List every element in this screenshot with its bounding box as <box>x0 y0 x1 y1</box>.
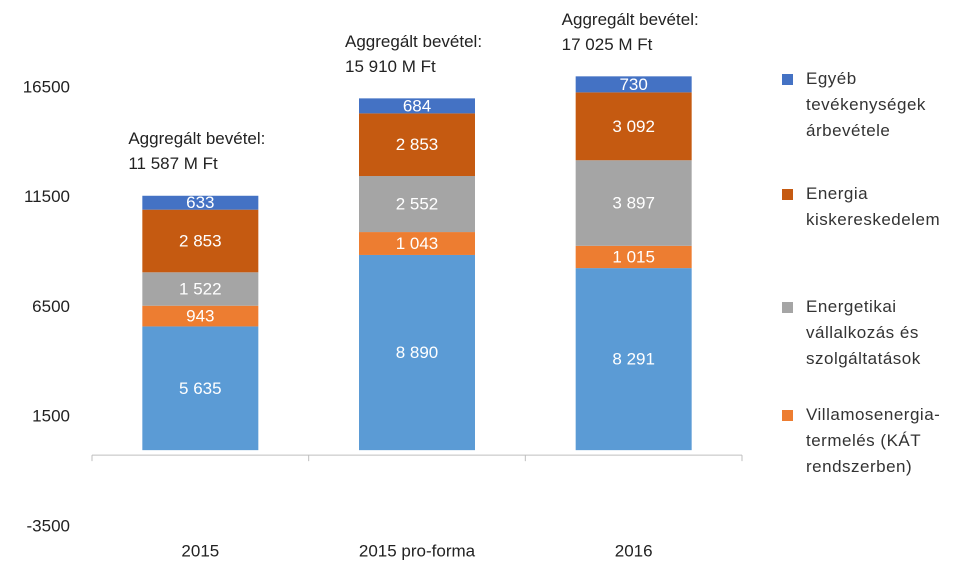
y-tick-label: 6500 <box>32 297 70 316</box>
value-label: 2 853 <box>396 135 439 154</box>
value-label: 1 015 <box>612 247 655 266</box>
bar-segment <box>142 195 259 210</box>
legend-swatch <box>782 189 793 200</box>
annotation-total: 15 910 M Ft <box>345 57 436 76</box>
value-label: 8 890 <box>396 343 439 362</box>
bar-segment <box>359 232 475 255</box>
bar-segment <box>575 76 692 93</box>
legend-item: Energetikai vállalkozás és szolgáltatáso… <box>782 294 971 372</box>
bar-segment <box>359 98 475 114</box>
value-label: 943 <box>186 307 214 326</box>
bar-segment <box>575 268 692 451</box>
bar-segment <box>142 272 259 306</box>
x-tick-label: 2015 pro-forma <box>359 541 476 560</box>
annotation-label: Aggregált bevétel: <box>562 10 699 29</box>
value-label: 3 897 <box>612 194 655 213</box>
legend-item: Egyéb tevékenységek árbevétele <box>782 66 971 144</box>
legend-label: Egyéb tevékenységek árbevétele <box>806 69 926 140</box>
y-tick-label: -3500 <box>27 516 70 535</box>
legend-swatch <box>782 74 793 85</box>
y-tick-label: 1500 <box>32 407 70 426</box>
x-tick-label: 2016 <box>615 541 653 560</box>
bar-segment <box>575 245 692 269</box>
y-tick-label: 16500 <box>23 77 70 96</box>
y-tick-label: 11500 <box>24 187 70 206</box>
value-label: 5 635 <box>179 379 222 398</box>
annotation-label: Aggregált bevétel: <box>128 129 265 148</box>
value-label: 3 092 <box>612 117 655 136</box>
bar-segment <box>142 326 259 451</box>
bar-segment <box>359 176 475 233</box>
annotation-total: 17 025 M Ft <box>562 35 653 54</box>
legend-item: Villamosenergia-termelés (KÁT rendszerbe… <box>782 402 971 480</box>
legend-item: Energia kiskereskedelem <box>782 181 971 233</box>
x-tick-label: 2015 <box>181 541 219 560</box>
legend-label: Villamosenergia-termelés (KÁT rendszerbe… <box>806 405 941 476</box>
bar-segment <box>575 92 692 161</box>
annotation-total: 11 587 M Ft <box>128 154 218 173</box>
bar-segment <box>359 254 475 451</box>
value-label: 2 853 <box>179 231 222 250</box>
value-label: 2 552 <box>396 195 439 214</box>
value-label: 730 <box>619 75 647 94</box>
bar-segment <box>142 305 259 327</box>
value-label: 8 291 <box>612 350 655 369</box>
annotation-label: Aggregált bevétel: <box>345 32 482 51</box>
legend-label: Energetikai vállalkozás és szolgáltatáso… <box>806 297 921 368</box>
bar-segment <box>359 113 475 177</box>
value-label: 1 522 <box>179 279 222 298</box>
value-label: 1 043 <box>396 234 439 253</box>
legend-swatch <box>782 410 793 421</box>
bar-segment <box>142 209 259 273</box>
value-label: 684 <box>403 96 431 115</box>
value-label: 633 <box>186 193 214 212</box>
legend-swatch <box>782 302 793 313</box>
legend-label: Energia kiskereskedelem <box>806 184 941 229</box>
bar-segment <box>575 160 692 246</box>
